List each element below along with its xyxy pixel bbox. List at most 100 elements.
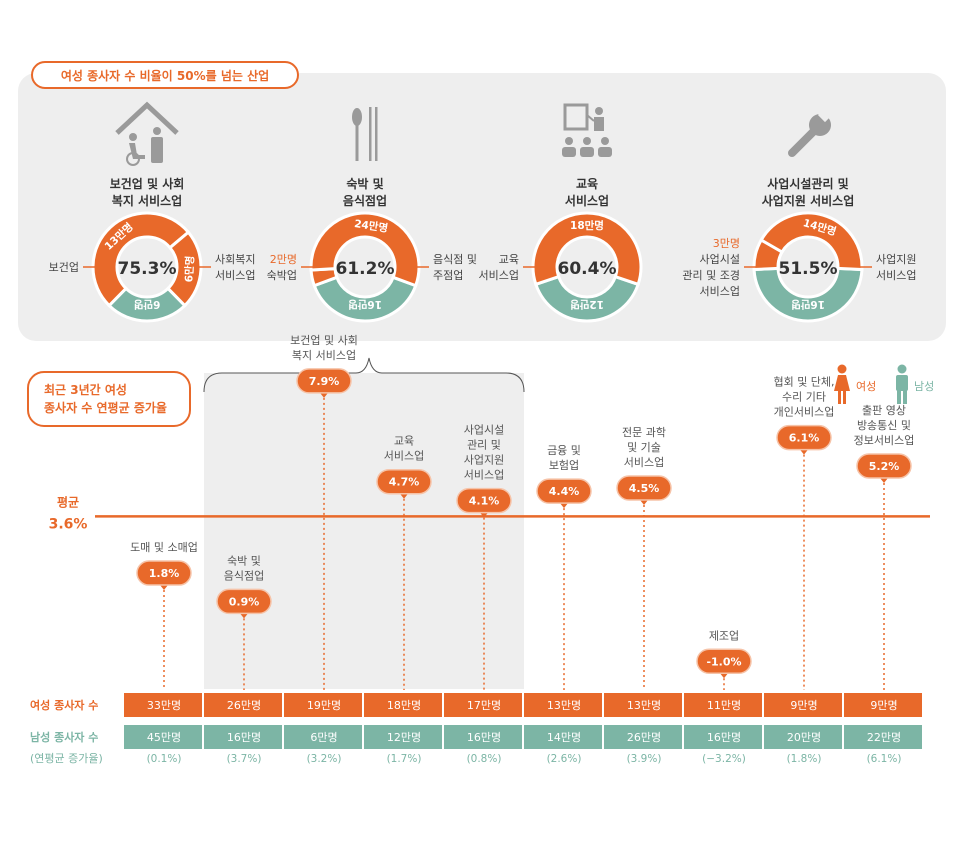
- male-count: 16만명: [467, 731, 501, 744]
- category-label: 방송통신 및: [857, 419, 911, 432]
- male-growth: (0.8%): [467, 753, 502, 765]
- value-pointer: [240, 613, 248, 619]
- male-count: 14만명: [547, 731, 581, 744]
- highlight-bracket: [203, 357, 525, 393]
- top-title: 여성 종사자 수 비율이 50%를 넘는 산업: [61, 68, 269, 83]
- legend: 여성 남성: [834, 364, 934, 404]
- male-cell: [764, 725, 842, 749]
- slice-label: 6만명: [182, 255, 196, 282]
- average-label: 평균: [57, 495, 79, 509]
- top-title-pill: [31, 61, 299, 89]
- female-cell: [364, 693, 442, 717]
- value-pill: [616, 475, 672, 501]
- female-count: 33만명: [147, 699, 181, 712]
- value-pill: [216, 588, 272, 615]
- female-cell: [124, 693, 202, 717]
- female-share-value: 60.4%: [558, 259, 617, 279]
- category-label: 사업시설: [464, 424, 504, 437]
- industry-name: 사업시설관리 및: [767, 176, 848, 191]
- industry-name: 사업지원 서비스업: [762, 193, 855, 208]
- leader-label: 사업시설: [700, 253, 740, 266]
- category-label: 교육: [394, 435, 414, 448]
- value-pill: [856, 453, 912, 479]
- value-pointer: [800, 449, 808, 455]
- value-pill: [536, 478, 592, 504]
- male-growth: (2.6%): [547, 753, 582, 765]
- category-label: 협회 및 단체,: [773, 376, 834, 389]
- male-count: 45만명: [147, 731, 181, 744]
- category-label: 숙박 및: [227, 554, 261, 567]
- value-pointer: [560, 503, 568, 509]
- value-label: 6.1%: [789, 432, 820, 445]
- female-count: 19만명: [307, 699, 341, 712]
- male-growth: (1.7%): [387, 753, 422, 765]
- leader-label: 서비스업: [215, 269, 255, 282]
- leader-label: 관리 및 조경: [682, 269, 740, 282]
- value-label: 1.8%: [149, 567, 180, 580]
- female-count: 26만명: [227, 699, 261, 712]
- male-slice: [752, 266, 864, 323]
- male-figure-icon: [896, 364, 908, 404]
- category-label: 정보서비스업: [854, 434, 915, 447]
- top-panel: [18, 73, 946, 341]
- value-pointer: [320, 392, 328, 398]
- highlight-region: [204, 373, 524, 689]
- value-pointer: [160, 585, 168, 591]
- category-label: 사업지원: [464, 454, 504, 467]
- male-growth: (0.1%): [147, 753, 182, 765]
- industry-name: 교육: [576, 176, 598, 191]
- category-label: 및 기술: [627, 441, 661, 454]
- female-share-value: 51.5%: [779, 259, 838, 279]
- male-cell: [124, 725, 202, 749]
- classroom-icon-student-head: [601, 137, 609, 145]
- industry-name: 보건업 및 사회: [110, 176, 185, 191]
- care-icon-head: [129, 133, 137, 141]
- female-cell: [844, 693, 922, 717]
- care-icon-body: [129, 143, 145, 159]
- leader-label: 교육: [499, 253, 519, 266]
- row-label-male: 남성 종사자 수: [30, 730, 98, 744]
- value-label: 4.4%: [549, 485, 580, 498]
- female-cell: [444, 693, 522, 717]
- male-cell: [444, 725, 522, 749]
- legend-female-label: 여성: [856, 380, 876, 393]
- value-pointer: [480, 512, 488, 518]
- classroom-icon-board: [563, 103, 589, 131]
- male-growth: (6.1%): [867, 753, 902, 765]
- value-pill: [296, 368, 352, 394]
- leader-label: 서비스업: [479, 269, 519, 282]
- category-label: 제조업: [709, 629, 739, 642]
- classroom-icon-pointer: [586, 114, 595, 122]
- male-cell: [524, 725, 602, 749]
- female-cell: [764, 693, 842, 717]
- male-count: 20만명: [787, 731, 821, 744]
- female-count: 13만명: [547, 699, 581, 712]
- female-slice: [759, 211, 864, 272]
- row-label-female: 여성 종사자 수: [30, 698, 98, 712]
- dining-icon-spoon-head: [352, 108, 362, 126]
- dining-icon-chopstick: [369, 107, 372, 161]
- category-label: 전문 과학: [622, 426, 666, 439]
- female-share-value: 61.2%: [336, 259, 395, 279]
- care-icon-wheel: [126, 152, 140, 166]
- female-count: 9만명: [790, 699, 817, 712]
- male-slice: [533, 274, 641, 323]
- value-pill: [456, 487, 512, 514]
- classroom-icon-student-body: [580, 147, 594, 157]
- female-share-value: 75.3%: [118, 259, 177, 279]
- value-pointer: [640, 500, 648, 505]
- dining-icon-spoon-handle: [355, 125, 359, 161]
- leader-label: 서비스업: [876, 269, 916, 282]
- value-pointer: [720, 673, 728, 679]
- row-label-growth: (연평균 증가율): [30, 752, 103, 765]
- male-slice-label: 16만명: [791, 298, 825, 311]
- care-icon-roof: [115, 101, 179, 135]
- male-slice-label: 6만명: [134, 298, 161, 311]
- category-label: 서비스업: [384, 450, 424, 463]
